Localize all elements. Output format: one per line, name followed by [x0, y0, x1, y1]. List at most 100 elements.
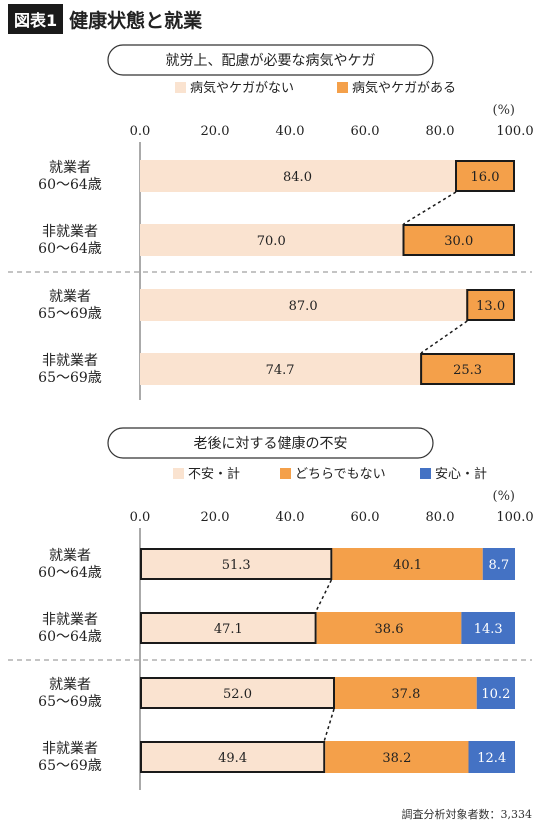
bar-segment: [335, 677, 477, 709]
tick-label: 100.0: [496, 124, 533, 139]
tick-label: 20.0: [201, 510, 230, 525]
bar-highlight-frame: [455, 160, 515, 192]
bar-highlight-frame: [402, 224, 515, 256]
tick-label: 80.0: [426, 510, 455, 525]
category-label: 非就業者: [42, 612, 98, 628]
bar-highlight-frame: [140, 612, 317, 644]
category-label: 非就業者: [42, 741, 98, 757]
legend-swatch: [337, 82, 348, 93]
bar-value-label: 8.7: [489, 558, 510, 573]
bar-value-label: 16.0: [471, 170, 500, 185]
bar-value-label: 25.3: [453, 363, 482, 378]
bar-segment: [140, 353, 421, 385]
legend-swatch: [175, 82, 186, 93]
tick-label: 40.0: [276, 124, 305, 139]
bar-segment: [461, 612, 515, 644]
bar-segment: [476, 677, 515, 709]
bar-highlight-frame: [140, 548, 333, 580]
bar-segment: [466, 289, 515, 321]
connector-line: [323, 708, 335, 742]
tick-label: 20.0: [201, 124, 230, 139]
figure-title: 健康状態と就業: [69, 9, 203, 32]
legend-label: 不安・計: [188, 466, 240, 482]
bar-value-label: 40.1: [393, 558, 422, 573]
footnote: 調査分析対象者数：3,334: [401, 808, 533, 821]
category-sublabel: 60〜64歳: [38, 565, 102, 581]
bar-segment: [140, 612, 317, 644]
bar-value-label: 37.8: [391, 687, 420, 702]
bar-segment: [325, 741, 469, 773]
category-sublabel: 65〜69歳: [38, 306, 102, 322]
legend-label: 病気やケガがある: [352, 80, 456, 96]
bar-segment: [420, 353, 515, 385]
chart-title: 老後に対する健康の不安: [194, 435, 348, 452]
bar-highlight-frame: [466, 289, 515, 321]
bar-segment: [402, 224, 515, 256]
category-sublabel: 60〜64歳: [38, 177, 102, 193]
legend-label: どちらでもない: [295, 467, 386, 482]
legend-swatch: [173, 468, 184, 479]
category-label: 就業者: [49, 548, 91, 564]
category-label: 非就業者: [42, 353, 98, 369]
tick-label: 0.0: [130, 510, 151, 525]
connector-line: [403, 191, 457, 225]
bar-value-label: 49.4: [218, 751, 247, 766]
category-sublabel: 60〜64歳: [38, 629, 102, 645]
bar-segment: [468, 741, 515, 773]
bar-value-label: 51.3: [222, 558, 251, 573]
tick-label: 60.0: [351, 124, 380, 139]
bar-highlight-frame: [140, 741, 326, 773]
bar-value-label: 38.6: [375, 622, 404, 637]
bar-segment: [140, 677, 335, 709]
connector-line: [314, 579, 333, 613]
tick-label: 60.0: [351, 510, 380, 525]
category-sublabel: 65〜69歳: [38, 694, 102, 710]
unit-label: (%): [493, 489, 516, 504]
category-label: 就業者: [49, 677, 91, 693]
bar-segment: [455, 160, 515, 192]
category-sublabel: 60〜64歳: [38, 241, 102, 257]
bar-segment: [140, 160, 455, 192]
bar-segment: [316, 612, 462, 644]
bar-value-label: 10.2: [481, 687, 510, 702]
category-label: 就業者: [49, 289, 91, 305]
legend-swatch: [280, 468, 291, 479]
tick-label: 100.0: [496, 510, 533, 525]
bar-value-label: 84.0: [283, 170, 312, 185]
bar-segment: [140, 741, 326, 773]
chart-title: 就労上、配慮が必要な病気やケガ: [166, 53, 376, 69]
legend-swatch: [420, 468, 431, 479]
category-sublabel: 65〜69歳: [38, 370, 102, 386]
bar-value-label: 74.7: [266, 363, 295, 378]
legend-label: 安心・計: [435, 466, 487, 482]
tick-label: 40.0: [276, 510, 305, 525]
category-label: 就業者: [49, 160, 91, 176]
category-label: 非就業者: [42, 224, 98, 240]
category-sublabel: 65〜69歳: [38, 758, 102, 774]
bar-value-label: 38.2: [382, 751, 411, 766]
bar-segment: [140, 548, 333, 580]
bar-segment: [140, 289, 467, 321]
bar-value-label: 52.0: [223, 687, 252, 702]
figure-badge: 図表1: [8, 4, 64, 34]
bar-segment: [332, 548, 483, 580]
tick-label: 0.0: [130, 124, 151, 139]
connector-line: [420, 320, 468, 354]
bar-value-label: 12.4: [477, 751, 506, 766]
bar-value-label: 70.0: [257, 234, 286, 249]
bar-highlight-frame: [140, 677, 335, 709]
bar-value-label: 13.0: [476, 299, 505, 314]
legend-label: 病気やケガがない: [190, 80, 294, 96]
tick-label: 80.0: [426, 124, 455, 139]
bar-value-label: 47.1: [214, 622, 243, 637]
chart-title-pill: [107, 427, 434, 459]
unit-label: (%): [493, 103, 516, 118]
bar-value-label: 14.3: [474, 622, 503, 637]
bar-value-label: 30.0: [444, 234, 473, 249]
bar-highlight-frame: [420, 353, 515, 385]
bar-segment: [140, 224, 403, 256]
bar-segment: [482, 548, 515, 580]
chart-header: 図表1 健康状態と就業: [8, 4, 203, 34]
chart-title-pill: [107, 44, 434, 76]
